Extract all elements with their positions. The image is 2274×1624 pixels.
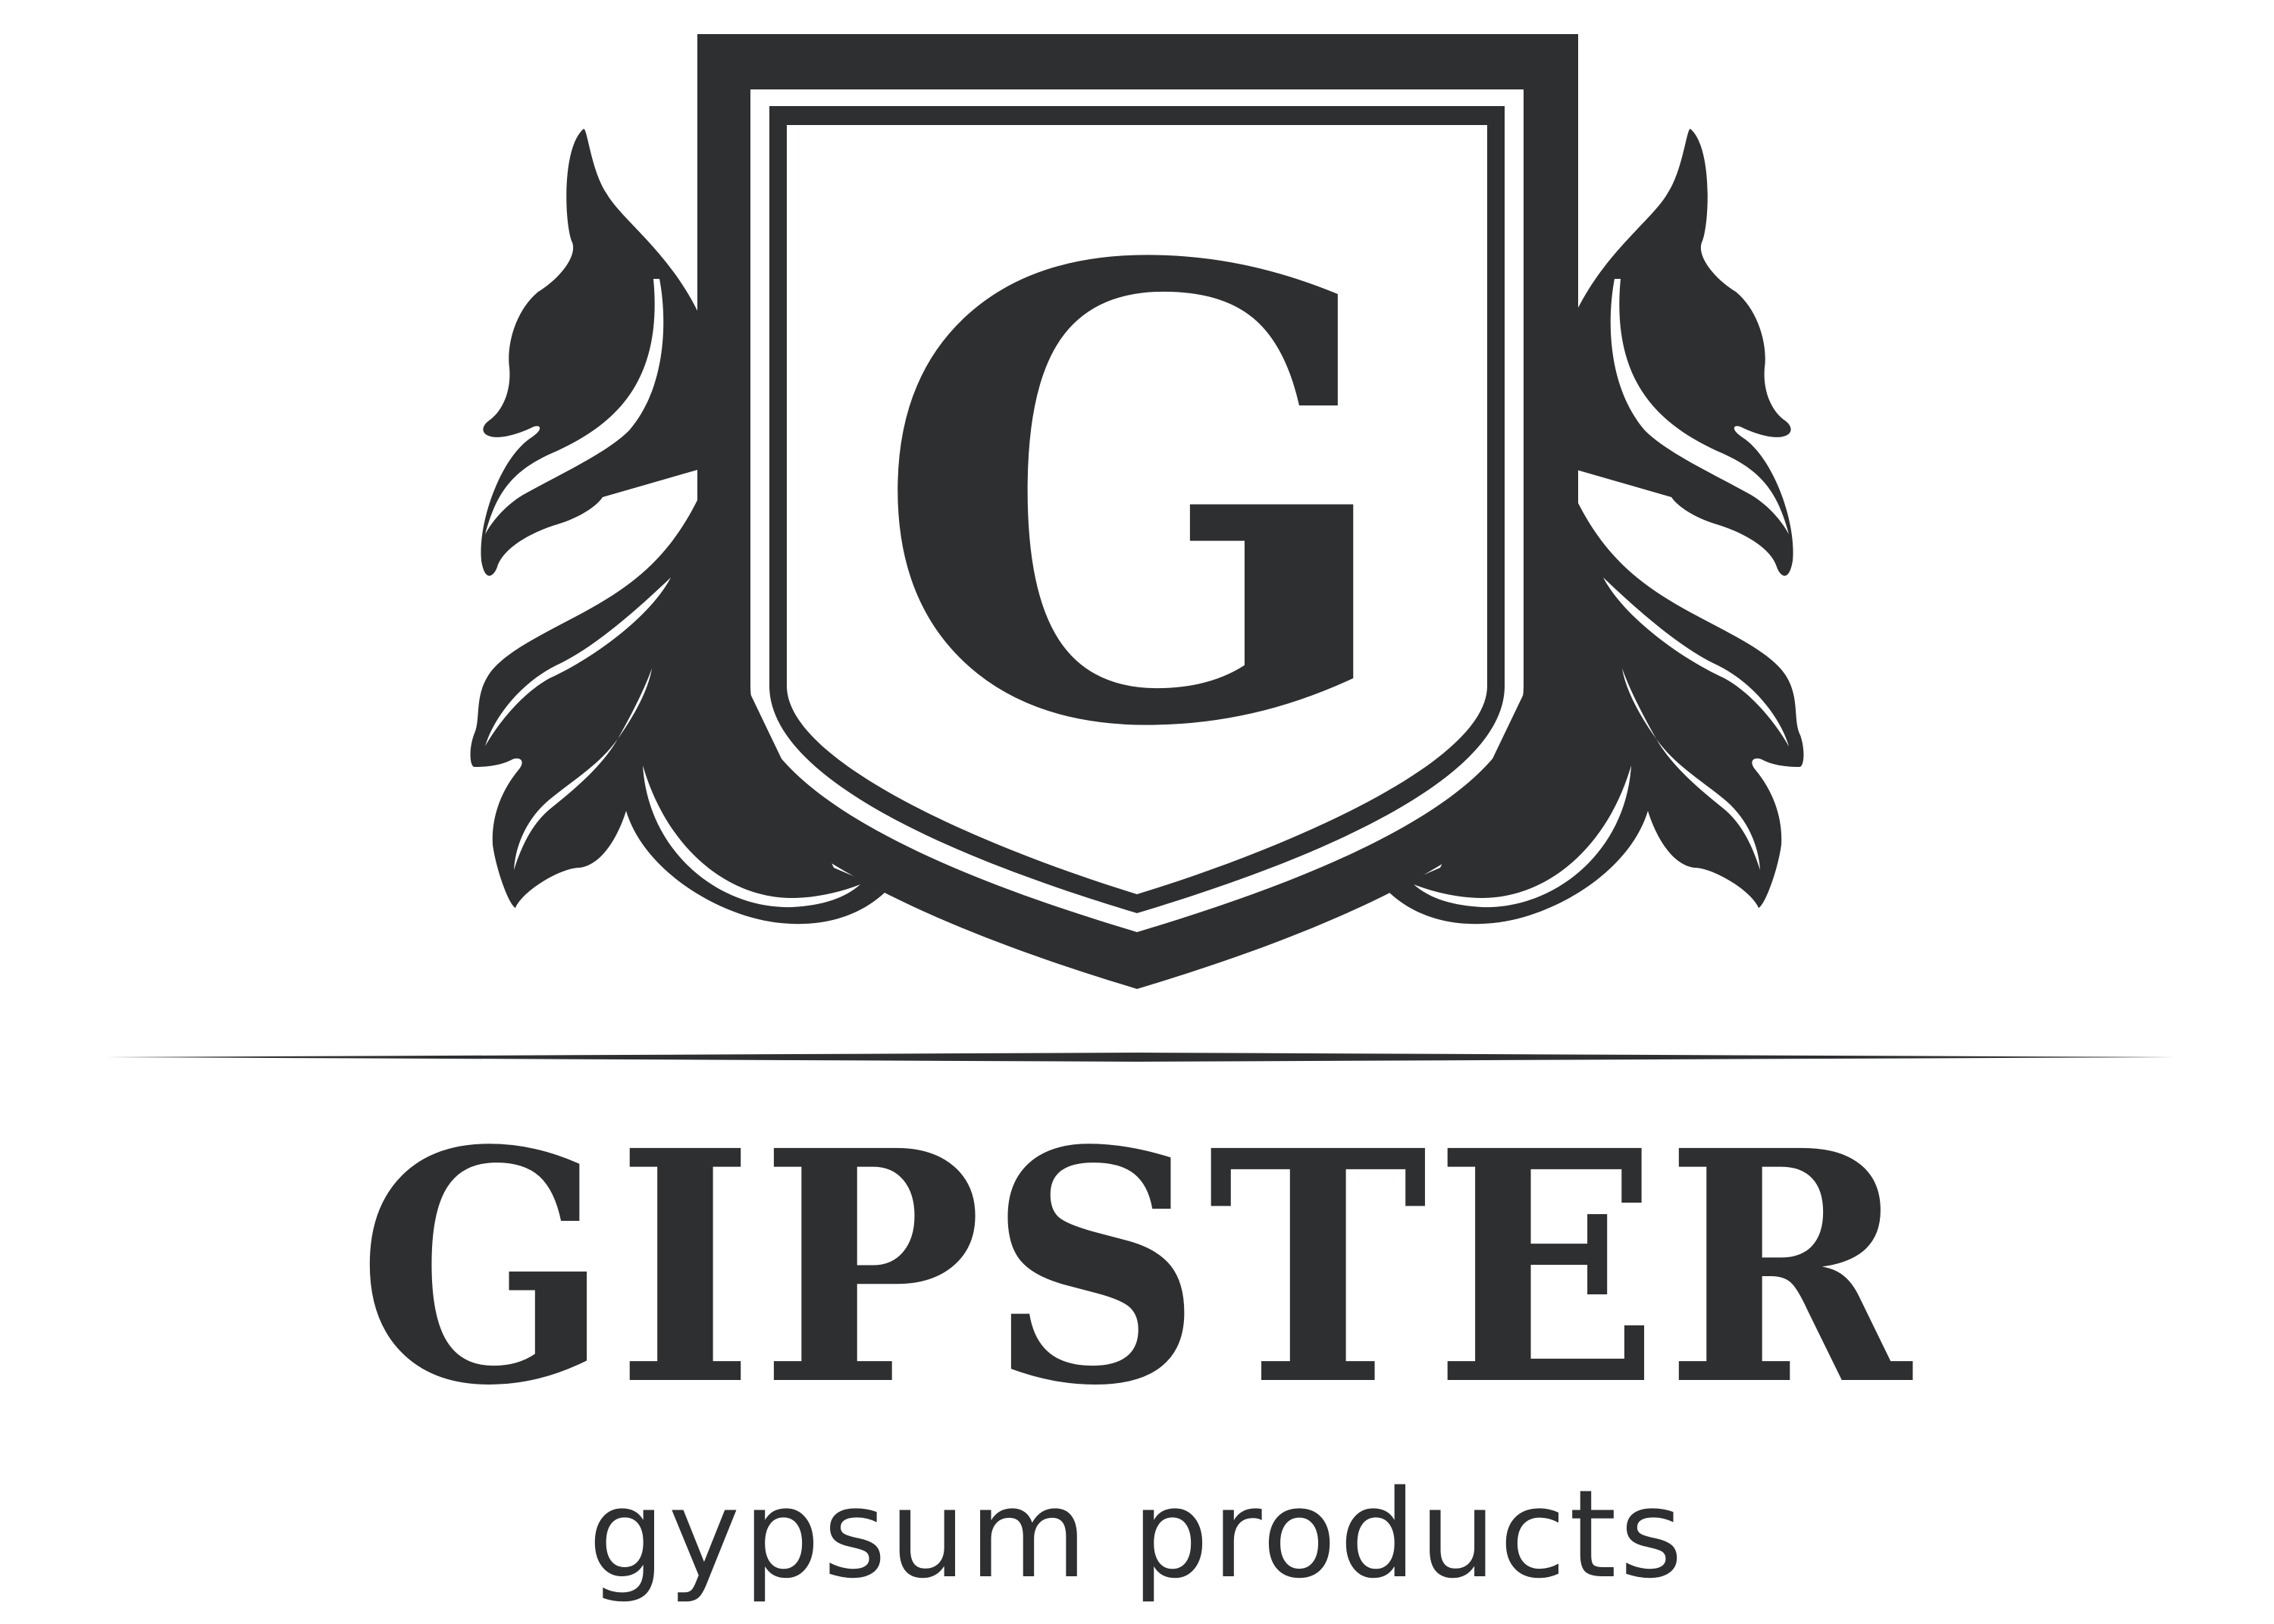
monogram-letter: G — [872, 133, 1402, 863]
right-leaf-ornament-icon — [1387, 129, 1804, 925]
brand-name: GIPSTER — [357, 1082, 1917, 1456]
tagline: gypsum products — [587, 1463, 1687, 1605]
divider-line — [106, 1053, 2175, 1062]
left-leaf-ornament-icon — [470, 129, 887, 925]
shield-crest-icon: G — [470, 34, 1804, 989]
shield-field — [787, 125, 1487, 894]
